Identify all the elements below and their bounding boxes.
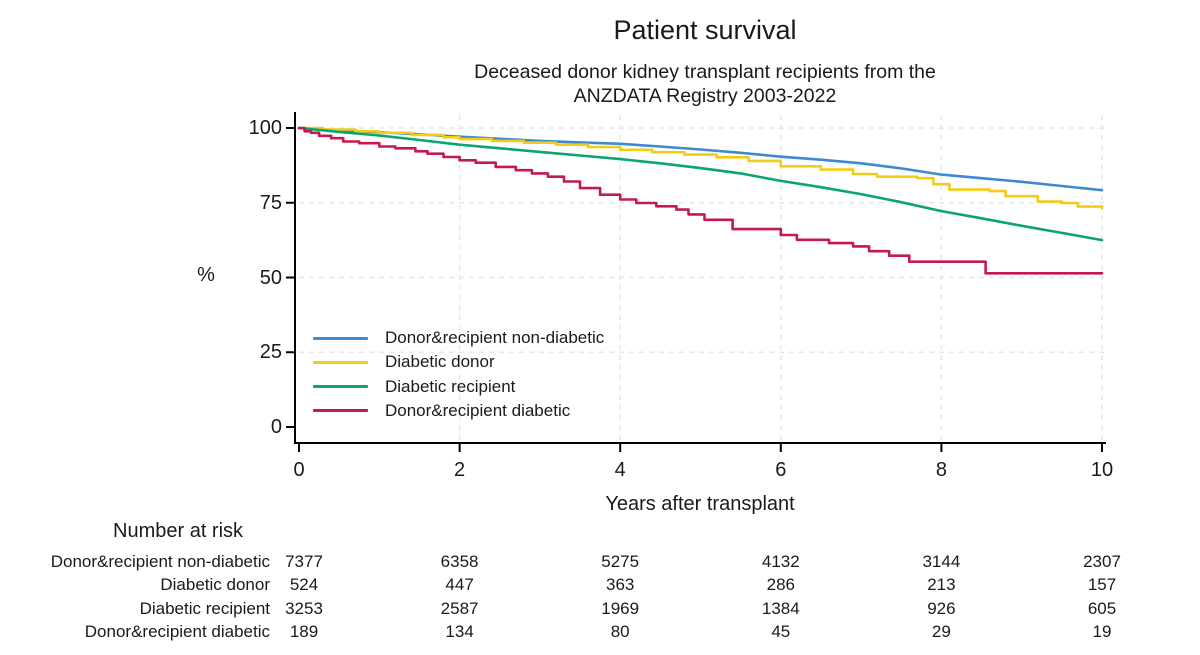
legend-item: Donor&recipient non-diabetic [313, 326, 604, 350]
legend-line-swatch [313, 336, 368, 340]
risk-value: 2587 [440, 598, 479, 618]
risk-value: 134 [445, 621, 474, 641]
risk-value: 3144 [922, 552, 961, 571]
risk-table-heading: Number at risk [113, 520, 244, 542]
y-tick-label: 25 [259, 341, 282, 364]
risk-value: 80 [610, 621, 630, 641]
legend-line-swatch [313, 385, 368, 389]
risk-row-label: Diabetic donor [160, 575, 270, 595]
risk-value: 45 [771, 621, 791, 641]
chart-subtitle-line2: ANZDATA Registry 2003-2022 [573, 85, 837, 107]
risk-value: 1384 [761, 598, 800, 618]
legend-item: Diabetic donor [313, 350, 495, 374]
x-axis-title: Years after transplant [605, 493, 795, 515]
risk-row-label: Donor&recipient non-diabetic [50, 552, 270, 571]
y-tick-label: 50 [259, 266, 282, 289]
risk-value: 5275 [601, 552, 640, 571]
survival-curve [297, 126, 1104, 210]
x-tick-label: 0 [293, 459, 305, 481]
legend-label: Diabetic recipient [385, 376, 516, 396]
y-axis-title: % [197, 264, 215, 286]
chart-subtitle-line1: Deceased donor kidney transplant recipie… [474, 61, 936, 83]
legend-item: Donor&recipient diabetic [313, 399, 570, 423]
chart-title: Patient survival [613, 15, 797, 45]
x-tick-label: 10 [1090, 459, 1114, 481]
risk-value: 524 [289, 575, 319, 595]
risk-value: 447 [445, 575, 474, 595]
risk-value: 189 [289, 621, 319, 641]
risk-value: 605 [1087, 598, 1117, 618]
legend-label: Diabetic donor [385, 352, 495, 372]
risk-value: 363 [606, 575, 635, 595]
risk-value: 7377 [285, 552, 323, 571]
risk-value: 29 [931, 621, 951, 641]
risk-row-label: Donor&recipient diabetic [84, 621, 270, 641]
legend-line-swatch [313, 409, 368, 413]
plot-svg [286, 112, 1106, 452]
risk-value: 19 [1092, 621, 1112, 641]
risk-value: 157 [1087, 575, 1117, 595]
y-tick-label: 75 [259, 191, 282, 214]
risk-row-label: Diabetic recipient [139, 598, 270, 618]
risk-value: 6358 [440, 552, 479, 571]
risk-value: 286 [766, 575, 795, 595]
x-tick-label: 2 [454, 459, 466, 481]
survival-curve [297, 126, 1104, 192]
legend-label: Donor&recipient non-diabetic [385, 328, 605, 347]
x-tick-label: 8 [935, 459, 947, 481]
x-tick-label: 6 [775, 459, 787, 481]
risk-value: 4132 [761, 552, 800, 571]
survival-curve [297, 126, 1104, 242]
legend-label: Donor&recipient diabetic [385, 400, 571, 420]
risk-value: 926 [927, 598, 956, 618]
legend-item: Diabetic recipient [313, 375, 515, 399]
survival-curve [297, 126, 1104, 275]
y-tick-label: 100 [248, 117, 282, 139]
risk-value: 2307 [1083, 552, 1121, 571]
risk-value: 3253 [285, 598, 323, 618]
y-tick-label: 0 [270, 416, 282, 438]
x-tick-label: 4 [614, 459, 626, 481]
legend-line-swatch [313, 360, 368, 364]
risk-value: 1969 [601, 598, 640, 618]
risk-value: 213 [927, 575, 956, 595]
